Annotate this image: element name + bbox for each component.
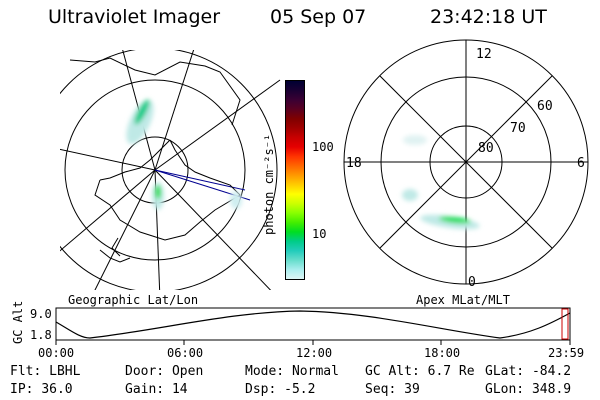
ip-value: 36.0 xyxy=(41,382,73,397)
mlt-label-18: 18 xyxy=(346,156,362,171)
right-panel-label: Apex MLat/MLT xyxy=(416,293,510,307)
filter-value: LBHL xyxy=(49,364,81,379)
seq-info: Seq: 39 xyxy=(365,382,420,397)
door-value: Open xyxy=(171,364,204,379)
mlt-label-0: 0 xyxy=(468,275,476,290)
lat-circle-mid xyxy=(64,79,246,261)
altitude-plot: 9.0 1.8 GC Alt 00:00 06:00 12:00 18:00 2… xyxy=(11,301,584,360)
filter-info: Flt: LBHL xyxy=(10,364,80,379)
door-label: Door: xyxy=(125,364,165,379)
dsp-info: Dsp: -5.2 xyxy=(245,382,315,397)
alt-tick-1-8: 1.8 xyxy=(30,328,52,342)
gain-value: 14 xyxy=(171,382,188,397)
ip-info: IP: 36.0 xyxy=(10,382,73,397)
seq-label: Seq: xyxy=(365,382,397,397)
colorbar-tick-10: 10 xyxy=(312,227,327,241)
mlt-label-12: 12 xyxy=(476,47,492,62)
geographic-map: Geographic Lat/Lon xyxy=(60,50,281,307)
auroral-emission-left xyxy=(126,99,242,210)
left-panel-label: Geographic Lat/Lon xyxy=(68,293,198,307)
observation-date: 05 Sep 07 xyxy=(270,6,367,28)
glat-label: GLat: xyxy=(485,364,525,379)
time-tick-1200: 12:00 xyxy=(296,346,332,360)
alt-tick-9: 9.0 xyxy=(30,307,52,321)
time-tick-0600: 06:00 xyxy=(167,346,203,360)
time-tick-2359: 23:59 xyxy=(548,346,584,360)
colorbar xyxy=(285,80,305,280)
mode-label: Mode: xyxy=(245,364,285,379)
gain-label: Gain: xyxy=(125,382,165,397)
ip-label: IP: xyxy=(10,382,34,397)
seq-value: 39 xyxy=(404,382,420,397)
glat-info: GLat: -84.2 xyxy=(485,364,571,379)
alt-axis-label: GC Alt xyxy=(11,301,25,344)
filter-label: Flt: xyxy=(10,364,42,379)
dsp-label: Dsp: xyxy=(245,382,277,397)
colorbar-tick-100: 100 xyxy=(312,140,334,154)
gain-info: Gain: 14 xyxy=(125,382,188,397)
instrument-title: Ultraviolet Imager xyxy=(48,6,221,28)
mlat-label-70: 70 xyxy=(510,121,526,136)
time-tick-0000: 00:00 xyxy=(38,346,74,360)
glon-info: GLon: 348.9 xyxy=(485,382,571,397)
observation-time: 23:42:18 UT xyxy=(430,6,547,28)
current-time-marker xyxy=(561,308,569,340)
mlat-label-80: 80 xyxy=(478,141,494,156)
glon-value: 348.9 xyxy=(531,382,572,397)
altitude-curve xyxy=(55,310,571,339)
time-tick-1800: 18:00 xyxy=(424,346,460,360)
mlt-label-6: 6 xyxy=(577,156,585,171)
magnetic-polar-plot: 12 18 6 0 60 70 80 Apex MLat/MLT xyxy=(343,39,589,307)
gc-alt-info: GC Alt: 6.7 Re xyxy=(365,364,475,379)
glon-label: GLon: xyxy=(485,382,525,397)
dsp-value: -5.2 xyxy=(284,382,316,397)
mlat-label-60: 60 xyxy=(537,99,553,114)
gc-alt-value: 6.7 Re xyxy=(427,364,475,379)
lat-circle-outer xyxy=(60,50,278,290)
auroral-emission-right xyxy=(402,135,480,230)
mode-value: Normal xyxy=(291,364,339,379)
gc-alt-label: GC Alt: xyxy=(365,364,420,379)
door-info: Door: Open xyxy=(125,364,203,379)
mode-info: Mode: Normal xyxy=(245,364,339,379)
glat-value: -84.2 xyxy=(531,364,572,379)
